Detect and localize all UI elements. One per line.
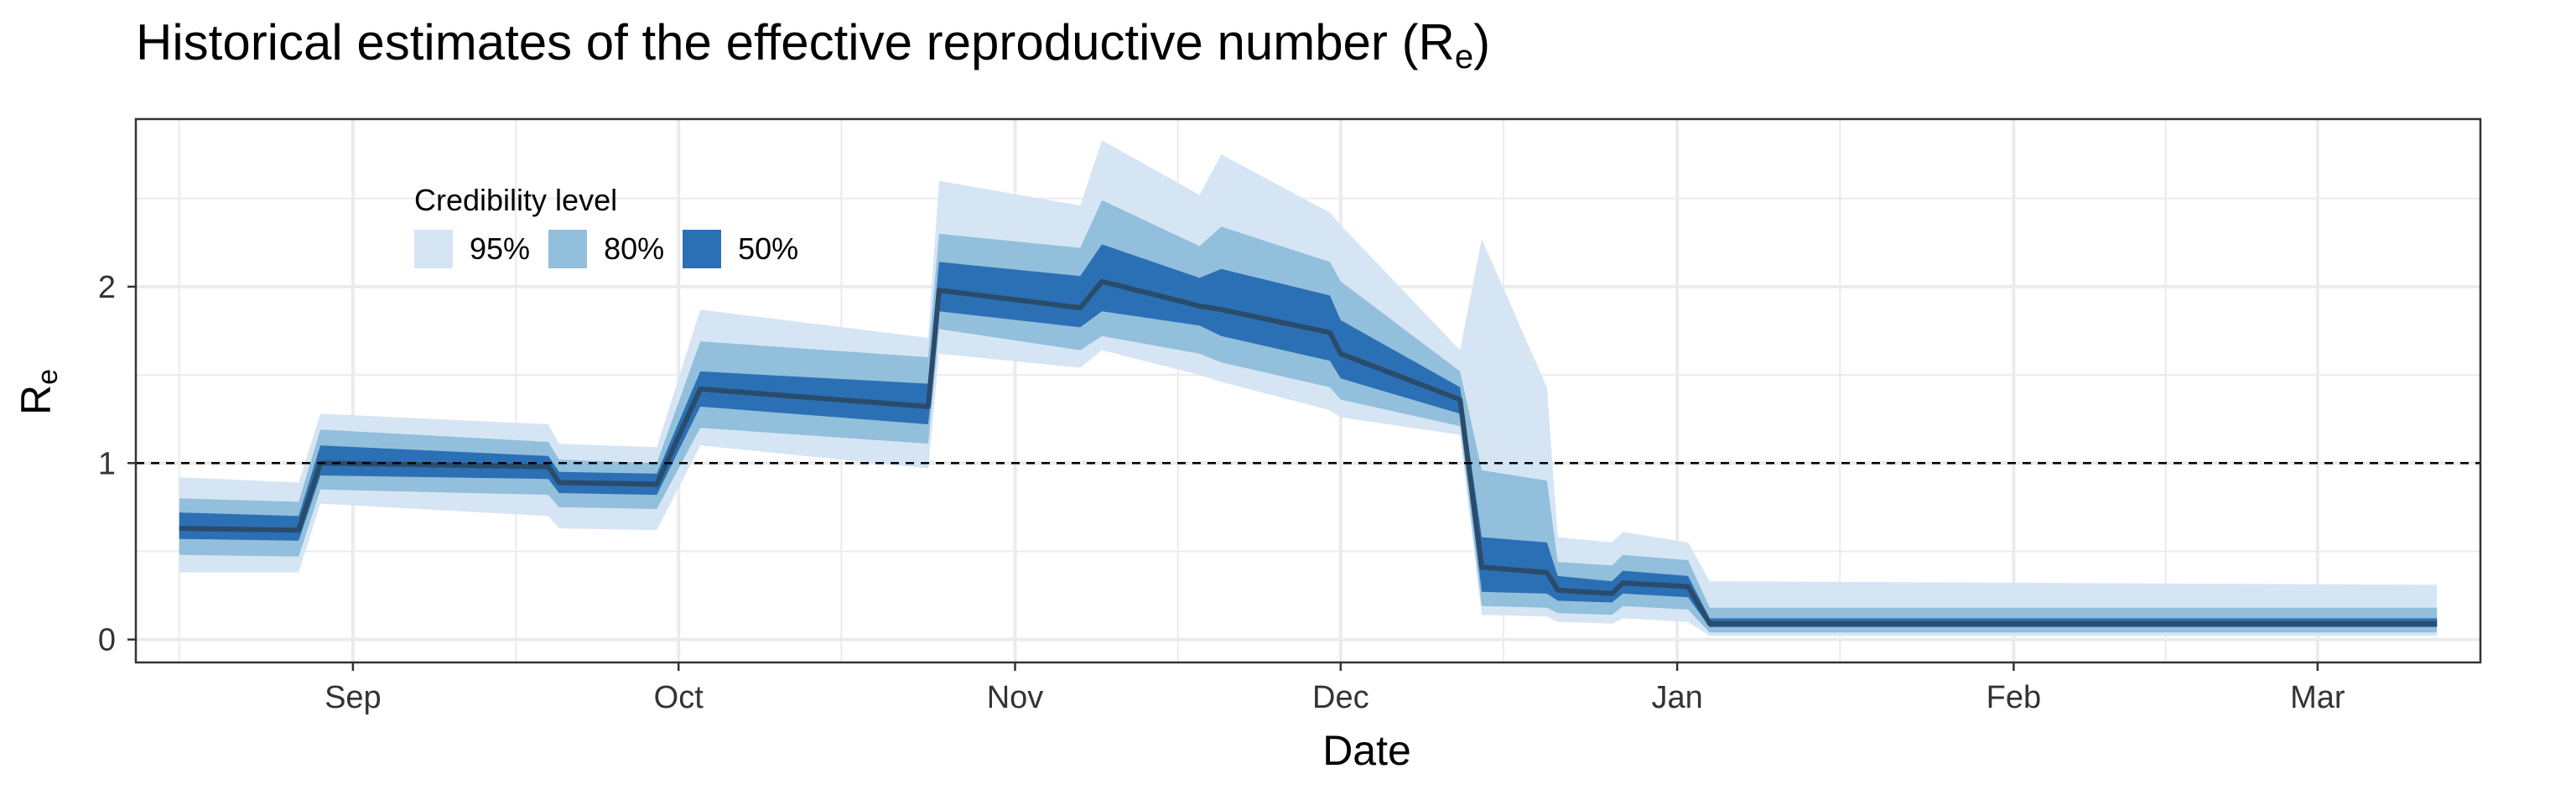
x-axis-label: Date bbox=[1322, 727, 1411, 774]
x-tick-label: Jan bbox=[1651, 680, 1702, 715]
x-tick-label: Oct bbox=[654, 680, 704, 715]
x-tick-label: Dec bbox=[1312, 680, 1369, 715]
credibility-bands bbox=[179, 140, 2438, 636]
legend-item-95: 95% bbox=[414, 230, 530, 268]
axis-layer: 0 1 2 Sep Oct Nov Dec Jan Feb Mar bbox=[98, 117, 2482, 715]
legend-swatch-80 bbox=[548, 230, 588, 268]
x-tick-label: Mar bbox=[2290, 680, 2345, 715]
legend-swatch-50 bbox=[683, 230, 722, 268]
y-tick-label: 2 bbox=[98, 270, 116, 305]
legend: Credibility level 95% 80% 50% bbox=[414, 183, 817, 268]
x-tick-label: Feb bbox=[1987, 680, 2041, 715]
y-axis-label: Re bbox=[13, 368, 64, 415]
legend-label-50: 50% bbox=[738, 231, 799, 266]
band-80 bbox=[179, 200, 2438, 633]
legend-item-80: 80% bbox=[548, 230, 664, 268]
legend-item-50: 50% bbox=[683, 230, 798, 268]
x-tick-label: Nov bbox=[987, 680, 1044, 715]
band-50 bbox=[179, 244, 2438, 627]
legend-label-95: 95% bbox=[470, 231, 531, 266]
chart-title: Historical estimates of the effective re… bbox=[136, 14, 1491, 75]
plot-border bbox=[134, 117, 2482, 664]
legend-swatch-95 bbox=[414, 230, 453, 268]
band-95 bbox=[179, 140, 2438, 636]
median-line bbox=[179, 278, 2438, 626]
y-tick-label: 1 bbox=[98, 446, 116, 481]
legend-title: Credibility level bbox=[414, 183, 618, 217]
median-line-layer bbox=[136, 278, 2480, 626]
legend-label-80: 80% bbox=[604, 231, 665, 266]
x-tick-label: Sep bbox=[325, 680, 382, 715]
y-tick-label: 0 bbox=[98, 623, 116, 658]
